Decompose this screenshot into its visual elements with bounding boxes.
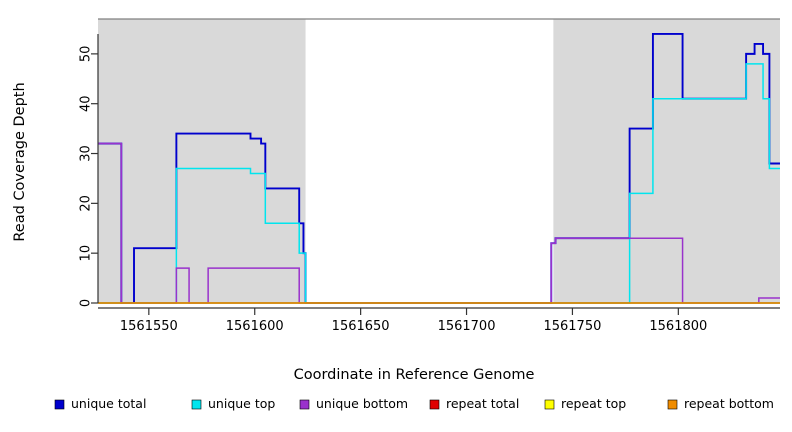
legend-label-unique-total: unique total [71,396,146,411]
x-tick-label-1561600: 1561600 [226,319,284,334]
legend-swatch-unique-total [54,399,65,410]
legend-swatch-repeat-total [429,399,440,410]
x-tick-label-1561650: 1561650 [332,319,390,334]
legend-label-unique-top: unique top [208,396,275,411]
legend-swatch-unique-bottom [299,399,310,410]
legend-swatch-unique-top [191,399,202,410]
y-tick-label-20: 20 [79,195,94,212]
x-axis: 1561550 1561600 1561650 1561700 1561750 15618… [98,307,780,334]
legend-swatch-repeat-bottom [667,399,678,410]
unique-region-left [98,19,306,303]
y-tick-label-30: 30 [79,145,94,162]
legend-swatch-repeat-top [544,399,555,410]
x-tick-label-1561550: 1561550 [120,319,178,334]
y-tick-label-50: 50 [79,46,94,63]
series-unique-bottom [98,142,780,304]
unique-region-right [553,19,780,303]
y-tick-label-10: 10 [79,245,94,262]
legend-label-repeat-top: repeat top [561,396,626,411]
legend-label-repeat-bottom: repeat bottom [684,396,774,411]
y-tick-label-0: 0 [79,299,94,307]
legend-label-unique-bottom: unique bottom [316,396,408,411]
y-axis: 0 10 20 30 40 50 [79,33,99,307]
y-tick-label-40: 40 [79,95,94,112]
x-tick-label-1561700: 1561700 [438,319,496,334]
chart-legend: unique total unique top unique bottom repea… [54,396,774,411]
y-axis-title: Read Coverage Depth [12,82,28,241]
x-tick-label-1561800: 1561800 [649,319,707,334]
shaded-region-group [98,19,780,303]
legend-label-repeat-total: repeat total [446,396,519,411]
x-tick-label-1561750: 1561750 [543,319,601,334]
x-axis-title: Coordinate in Reference Genome [294,367,535,383]
data-series-group [98,33,780,304]
